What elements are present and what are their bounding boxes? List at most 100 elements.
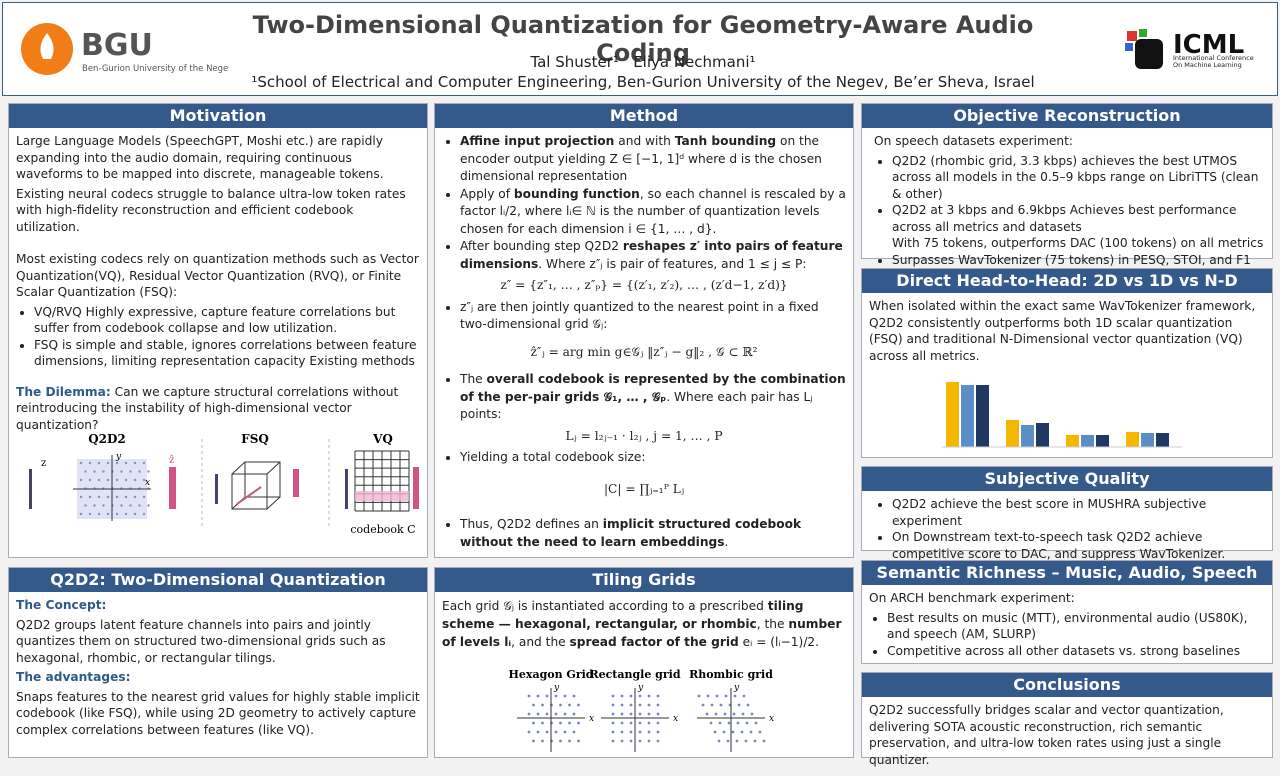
grid-dot <box>84 470 87 473</box>
grid-dot <box>138 470 141 473</box>
grid-dot <box>656 694 660 698</box>
panel-title: Q2D2: Two-Dimensional Quantization <box>9 568 427 592</box>
grid-dot <box>568 703 571 707</box>
grid-dot <box>647 721 651 725</box>
affiliation: ¹School of Electrical and Computer Engin… <box>251 73 1035 91</box>
grid-dot <box>733 694 737 698</box>
header: BGU Ben-Gurion University of the Negev T… <box>2 2 1278 96</box>
figure-label: ẑ <box>169 455 174 466</box>
grid-dot <box>710 703 714 707</box>
grid-dot <box>541 721 544 725</box>
grid-dot <box>701 703 705 707</box>
grid-dot <box>541 739 544 743</box>
figure-label: Hexagon Grid <box>509 668 594 681</box>
text: Q2D2 at 3 kbps and 6.9kbps Achieves best… <box>892 203 1237 234</box>
grid-dot <box>138 504 141 507</box>
equation: |C| = ∏ⱼ₌₁ᴾ Lⱼ <box>603 481 685 496</box>
grid-dot <box>142 478 146 482</box>
text: number of levels lᵢ <box>442 617 842 649</box>
grid-dot <box>124 461 128 465</box>
grid-dot <box>572 694 576 698</box>
label: The Dilemma: <box>16 384 111 399</box>
text: tiling scheme — hexagonal, rectangular, … <box>442 599 804 631</box>
grid-dot <box>611 739 615 743</box>
bullet: FSQ is simple and stable, ignores correl… <box>34 337 420 370</box>
bullet: Best results on music (MTT), environment… <box>887 610 1265 643</box>
grid-dot <box>697 694 701 698</box>
grid-dot <box>527 694 531 698</box>
grid-dot <box>559 739 562 743</box>
grid-dot <box>88 478 92 482</box>
axis-label: y <box>733 683 740 693</box>
grid-dot <box>532 721 535 725</box>
grid-dot <box>735 739 739 743</box>
grid-dot <box>124 478 128 482</box>
grid-dot <box>554 694 558 698</box>
axis-label: y <box>115 452 122 462</box>
axis-label: x <box>589 714 594 724</box>
equation: z″ = {z″₁, … , z″ₚ} = {(z′₁, z′₂), … , (… <box>500 278 788 292</box>
grid-dot <box>638 694 642 698</box>
grid-dot <box>656 712 660 716</box>
grid-dot <box>611 703 615 707</box>
grid-dot <box>532 739 535 743</box>
grid-dot <box>142 495 146 499</box>
paragraph: Large Language Models (SpeechGPT, Moshi … <box>16 134 384 181</box>
panel-title: Method <box>435 104 853 128</box>
grid-diagram: yx <box>517 683 594 752</box>
logo-subtitle: International Conference On Machine Lear… <box>1173 55 1254 69</box>
figure-label: VQ <box>372 432 393 446</box>
grid-dot <box>129 504 132 507</box>
grid-dot <box>647 730 651 734</box>
text: eᵢ = (lᵢ−1)/2. <box>738 635 820 649</box>
grid-dot <box>758 730 762 734</box>
bullet: Apply of bounding function, so each chan… <box>460 186 846 239</box>
grid-dot <box>133 461 137 465</box>
grid-dot <box>142 512 146 516</box>
grid-dot <box>656 703 660 707</box>
panel-title: Direct Head-to-Head: 2D vs 1D vs N-D <box>862 269 1272 293</box>
bullet: z″ⱼ are then jointly quantized to the ne… <box>460 299 846 334</box>
grid-dot <box>563 730 567 734</box>
bar <box>1096 435 1109 447</box>
grid-dot <box>740 730 744 734</box>
paragraph: When isolated within the exact same WavT… <box>869 299 1256 363</box>
text: implicit structured codebook without the… <box>460 517 802 549</box>
paragraph: Most existing codecs rely on quantizatio… <box>16 252 419 299</box>
grid-dot <box>106 461 110 465</box>
grid-dot <box>713 730 717 734</box>
grid-dot <box>554 712 558 716</box>
bar <box>1126 432 1139 447</box>
equation: ẑ″ⱼ = arg min g∈𝒢ⱼ ‖z″ⱼ − g‖₂ , 𝒢 ⊂ ℝ² <box>530 344 758 359</box>
axis-label: y <box>637 683 644 693</box>
grid-dot <box>706 694 710 698</box>
dilemma: The Dilemma: Can we capture structural c… <box>16 384 420 434</box>
bullet: Surpasses WavTokenizer (75 tokens) in PE… <box>892 252 1265 269</box>
grid-dot <box>629 721 633 725</box>
text: With 75 tokens, outperforms DAC (100 tok… <box>892 236 1264 250</box>
bullet: Q2D2 achieve the best score in MUSHRA su… <box>892 496 1265 529</box>
grid-dot <box>611 730 615 734</box>
grid-dot <box>620 712 624 716</box>
grid-dot <box>559 703 562 707</box>
grid-dot <box>714 712 718 716</box>
grid-dot <box>732 712 736 716</box>
label: The advantages: <box>16 670 131 684</box>
bar <box>1081 435 1094 447</box>
grid-dot <box>124 512 128 516</box>
grid-dot <box>638 712 642 716</box>
figure-label: Rhombic grid <box>689 668 773 681</box>
grid-dot <box>133 478 137 482</box>
conclusions-panel: Conclusions Q2D2 successfully bridges sc… <box>861 672 1273 767</box>
authors: Tal Shuster¹ Eliya Nechmani¹ <box>530 53 756 71</box>
grid-dot <box>532 703 535 707</box>
bullet: Competitive across all other datasets vs… <box>887 643 1265 660</box>
bullet: Affine input projection and with Tanh bo… <box>460 133 846 186</box>
grid-dot <box>762 739 766 743</box>
text: . Where z″ⱼ is pair of features, and 1 ≤… <box>538 256 807 271</box>
grid-dot <box>647 739 651 743</box>
grid-dot <box>120 504 123 507</box>
grid-dot <box>97 512 101 516</box>
grid-dot <box>115 461 119 465</box>
grid-dot <box>705 712 709 716</box>
